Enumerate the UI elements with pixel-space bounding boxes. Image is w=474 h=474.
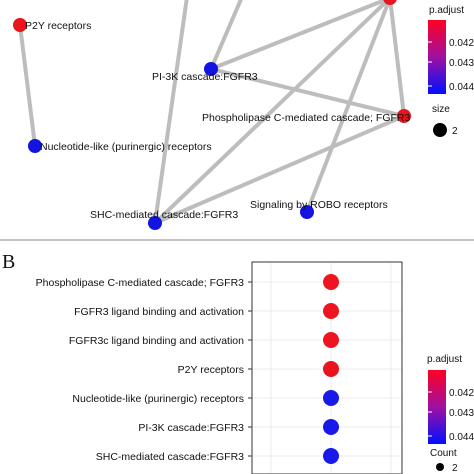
network-edge <box>209 0 243 71</box>
dot-y-label: SHC-mediated cascade:FGFR3 <box>96 451 244 463</box>
network-legend-size-title: size <box>432 104 450 115</box>
dot-legend-colorbar <box>428 370 446 444</box>
network-node-robo <box>300 205 314 219</box>
dot-point <box>323 332 339 348</box>
dot-legend-size-tick: 2 <box>452 463 458 474</box>
network-node-label-pi3k: PI-3K cascade:FGFR3 <box>152 71 258 83</box>
dot-legend-color-title: p.adjust <box>427 354 462 365</box>
dot-y-label: Nucleotide-like (purinergic) receptors <box>72 393 244 405</box>
network-node-label-robo: Signaling by ROBO receptors <box>250 199 388 211</box>
dot-point <box>323 303 339 319</box>
dot-y-ticks <box>248 281 252 457</box>
network-edge <box>305 0 392 214</box>
dot-point <box>323 390 339 406</box>
dot-legend-tick-label: 0.042 <box>449 388 474 399</box>
network-legend-color-title: p.adjust <box>429 5 464 16</box>
network-legend-tick-label: 0.044 <box>449 82 474 93</box>
dot-y-label: PI-3K cascade:FGFR3 <box>138 422 244 434</box>
network-edge <box>388 0 406 118</box>
network-edge <box>209 67 406 118</box>
network-legend-size-tick: 2 <box>452 126 458 137</box>
network-node-plc <box>397 109 411 123</box>
network-legend-tick-label: 0.043 <box>449 58 474 69</box>
network-node-pi3k <box>204 62 218 76</box>
dot-legend-size-dot <box>436 463 444 471</box>
network-nodes <box>13 0 411 230</box>
dot-y-label: Phospholipase C-mediated cascade; FGFR3 <box>36 277 245 289</box>
network-labels: P2Y receptors PI-3K cascade:FGFR3 Phosphol… <box>25 20 411 221</box>
network-node-shc <box>148 216 162 230</box>
panel-b-label: B <box>2 251 15 273</box>
network-node-label-shc: SHC-mediated cascade:FGFR3 <box>90 209 238 221</box>
network-legend-colorbar <box>428 20 446 94</box>
network-node-label-p2y: P2Y receptors <box>25 20 91 32</box>
dot-y-label: FGFR3 ligand binding and activation <box>74 306 244 318</box>
dot-legend-tick-label: 0.044 <box>449 432 474 443</box>
network-node-label-plc: Phospholipase C-mediated cascade; FGFR3 <box>202 112 411 124</box>
network-edge <box>153 0 391 225</box>
dot-legend-tick-label: 0.043 <box>449 408 474 419</box>
network-node-top_red <box>383 0 397 5</box>
dot-y-label: FGFR3c ligand binding and activation <box>69 335 244 347</box>
network-edge <box>153 114 406 225</box>
dot-legend-size-title: Count <box>430 448 457 459</box>
network-node-label-nuc: Nucleotide-like (purinergic) receptors <box>40 141 212 153</box>
network-legend-size-dot <box>433 123 447 137</box>
network-edge <box>153 0 189 225</box>
dot-point <box>323 419 339 435</box>
network-legend-tick-label: 0.042 <box>449 38 474 49</box>
dot-points <box>323 274 339 464</box>
dot-point <box>323 361 339 377</box>
network-edge <box>18 23 37 148</box>
network-edge <box>209 0 391 71</box>
network-node-nuc <box>28 139 42 153</box>
network-panel: P2Y receptors PI-3K cascade:FGFR3 Phosphol… <box>13 0 411 230</box>
network-legend: p.adjust 0.042 0.043 0.044 size 2 <box>428 5 474 137</box>
network-edges <box>18 0 406 225</box>
dot-point <box>323 274 339 290</box>
dot-point <box>323 448 339 464</box>
dot-y-label: P2Y receptors <box>178 364 244 376</box>
dot-legend: p.adjust 0.042 0.043 0.044 Count 2 <box>427 354 474 474</box>
dot-y-labels: Phospholipase C-mediated cascade; FGFR3 F… <box>36 277 245 463</box>
network-node-p2y <box>13 18 27 32</box>
